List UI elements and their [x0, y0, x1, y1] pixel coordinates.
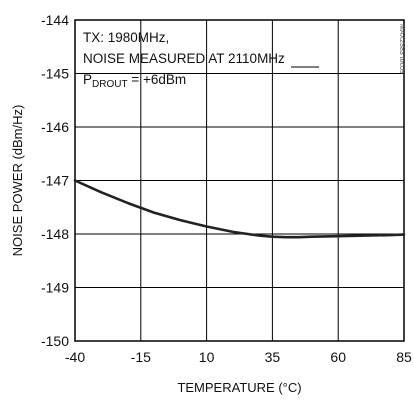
annotation-line-1: TX: 1980MHz, [83, 30, 169, 45]
x-tick-labels: -40 -15 10 35 60 85 [65, 349, 412, 365]
x-tick-label: -40 [65, 349, 85, 365]
x-axis-title: TEMPERATURE (°C) [177, 380, 301, 395]
y-tick-label: -145 [41, 66, 69, 82]
noise-power-series-line [75, 181, 404, 238]
x-tick-label: 60 [330, 349, 346, 365]
x-tick-label: 85 [396, 349, 412, 365]
annotation-power-prefix: P [83, 72, 92, 87]
chart-watermark: MAX2383 toc09 [398, 24, 405, 74]
y-axis-title: NOISE POWER (dBm/Hz) [10, 105, 25, 257]
grid-layer [75, 20, 404, 341]
y-tick-label: -150 [41, 333, 69, 349]
annotation-power-value: = +6dBm [128, 72, 187, 87]
annotation-line-2: NOISE MEASURED AT 2110MHz [83, 51, 285, 66]
y-tick-label: -147 [41, 173, 69, 189]
annotation-line-3: PDROUT = +6dBm [83, 72, 186, 90]
x-tick-label: 35 [265, 349, 281, 365]
y-tick-label: -144 [41, 12, 69, 28]
y-tick-label: -146 [41, 119, 69, 135]
x-tick-label: -15 [131, 349, 151, 365]
annotation-power-subscript: DROUT [92, 79, 128, 90]
y-tick-label: -149 [41, 280, 69, 296]
y-tick-label: -148 [41, 226, 69, 242]
chart-annotation: TX: 1980MHz, NOISE MEASURED AT 2110MHz P… [83, 30, 319, 90]
y-tick-labels: -144 -145 -146 -147 -148 -149 -150 [41, 12, 69, 349]
x-tick-label: 10 [199, 349, 215, 365]
